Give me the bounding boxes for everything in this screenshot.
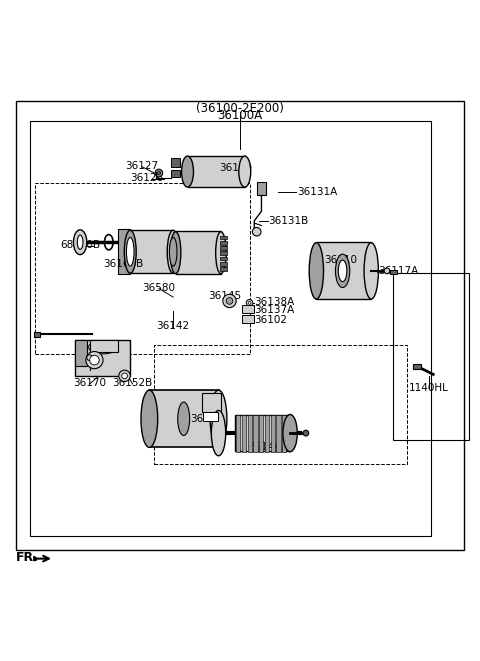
Bar <box>149 390 218 447</box>
Ellipse shape <box>210 390 227 447</box>
Ellipse shape <box>126 237 134 266</box>
Bar <box>90 340 118 352</box>
Text: 36110: 36110 <box>324 255 357 265</box>
Ellipse shape <box>169 237 177 266</box>
Text: 36150: 36150 <box>190 414 223 424</box>
Text: 36117A: 36117A <box>378 266 419 276</box>
Bar <box>271 415 275 452</box>
Bar <box>276 415 281 452</box>
Ellipse shape <box>124 230 136 273</box>
Text: 1140HL: 1140HL <box>408 383 448 393</box>
Text: 68910B: 68910B <box>60 239 100 250</box>
Bar <box>75 340 87 366</box>
Text: 36138A: 36138A <box>254 297 295 307</box>
Bar <box>75 340 130 376</box>
Text: 36131B: 36131B <box>268 215 308 226</box>
Text: (36100-2E200): (36100-2E200) <box>196 102 284 115</box>
Bar <box>242 305 254 313</box>
Ellipse shape <box>89 340 117 354</box>
Text: 36145: 36145 <box>208 291 241 301</box>
Ellipse shape <box>309 243 324 299</box>
Bar <box>242 415 246 452</box>
Bar <box>259 415 264 452</box>
Bar <box>171 158 180 167</box>
Bar <box>236 415 240 452</box>
Ellipse shape <box>141 390 157 447</box>
Bar <box>253 415 258 452</box>
Bar <box>176 231 221 274</box>
Ellipse shape <box>338 260 347 282</box>
Bar <box>171 170 180 177</box>
Bar <box>35 182 250 354</box>
Text: 36168B: 36168B <box>103 258 143 268</box>
Bar <box>390 270 397 274</box>
Ellipse shape <box>211 410 226 456</box>
Bar <box>220 256 227 260</box>
Circle shape <box>87 355 93 360</box>
Bar <box>220 246 227 250</box>
Ellipse shape <box>170 232 181 274</box>
Text: 36152B: 36152B <box>112 378 153 388</box>
Ellipse shape <box>178 402 190 436</box>
Text: 36120: 36120 <box>219 163 252 173</box>
Text: FR.: FR. <box>16 551 39 564</box>
Ellipse shape <box>216 232 226 274</box>
Bar <box>30 120 431 535</box>
Bar <box>413 364 421 369</box>
Circle shape <box>119 370 130 381</box>
Bar <box>220 241 227 245</box>
Circle shape <box>226 297 233 304</box>
Ellipse shape <box>336 254 350 288</box>
Circle shape <box>121 373 127 379</box>
Text: 36127: 36127 <box>126 161 159 171</box>
Bar <box>282 415 286 452</box>
Text: 36580: 36580 <box>143 282 175 293</box>
Ellipse shape <box>283 414 297 451</box>
Bar <box>235 416 290 451</box>
Ellipse shape <box>239 156 251 187</box>
Bar <box>242 315 254 323</box>
Bar <box>265 415 269 452</box>
Ellipse shape <box>181 156 193 187</box>
Text: 36146A: 36146A <box>249 442 289 452</box>
Bar <box>220 235 227 239</box>
Bar <box>34 332 39 336</box>
Ellipse shape <box>77 235 83 249</box>
Bar <box>188 156 245 187</box>
Bar <box>130 230 173 273</box>
Circle shape <box>90 356 99 365</box>
Circle shape <box>248 301 251 304</box>
Text: 36100A: 36100A <box>217 109 263 122</box>
Text: 36102: 36102 <box>254 315 288 325</box>
Text: 36170: 36170 <box>73 378 106 388</box>
Text: 36131A: 36131A <box>297 187 337 197</box>
Bar <box>220 251 227 255</box>
Bar <box>393 273 469 440</box>
Circle shape <box>86 352 103 369</box>
Circle shape <box>223 294 236 307</box>
Bar <box>316 242 371 299</box>
Bar <box>203 412 217 421</box>
Ellipse shape <box>167 230 179 273</box>
Bar <box>257 182 266 196</box>
Bar <box>154 345 407 464</box>
Text: 36142: 36142 <box>156 321 190 330</box>
Bar <box>202 393 221 412</box>
Circle shape <box>252 227 261 236</box>
Bar <box>220 267 227 271</box>
Ellipse shape <box>73 230 87 254</box>
Bar <box>248 415 252 452</box>
Circle shape <box>155 169 163 177</box>
Text: 36126: 36126 <box>131 173 164 183</box>
Circle shape <box>157 171 161 175</box>
Circle shape <box>303 430 309 436</box>
Bar <box>220 262 227 266</box>
Circle shape <box>246 299 253 306</box>
Circle shape <box>384 268 390 274</box>
Text: 36137A: 36137A <box>254 305 295 315</box>
Polygon shape <box>34 556 37 561</box>
Bar <box>118 229 130 274</box>
Ellipse shape <box>364 243 378 299</box>
